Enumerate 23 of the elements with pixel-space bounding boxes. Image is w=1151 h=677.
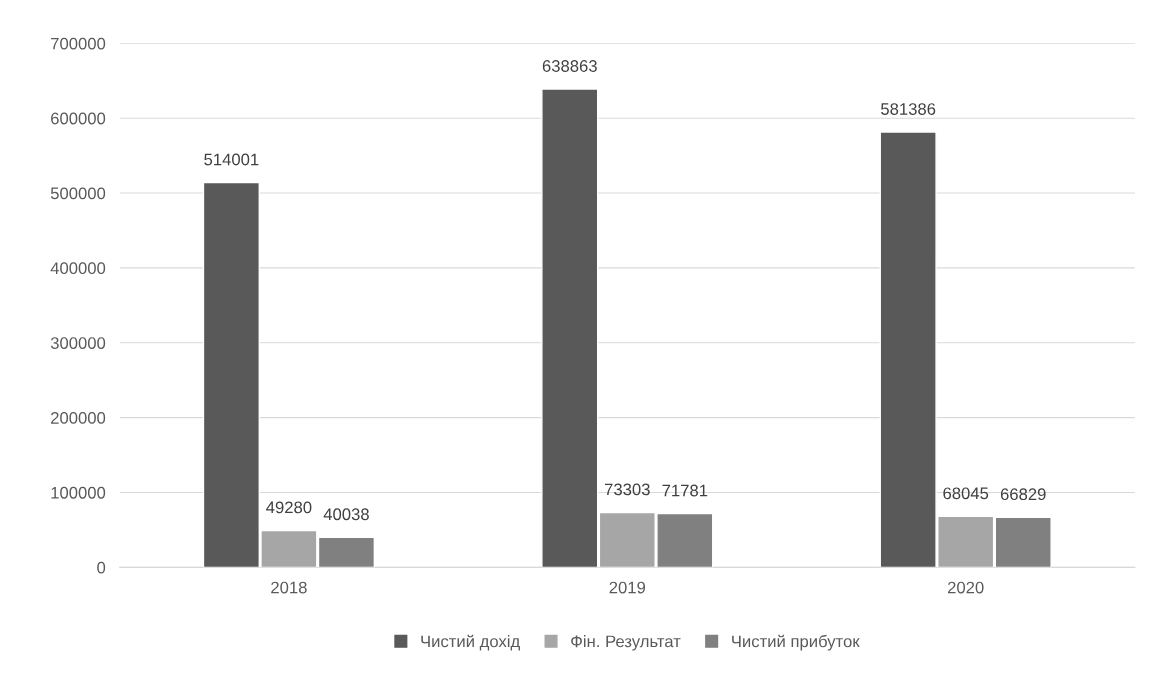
y-tick-label: 200000	[51, 412, 106, 424]
data-label: 514001	[204, 153, 259, 166]
y-tick-label: 300000	[50, 337, 106, 349]
x-tick-label: 2018	[271, 581, 307, 594]
data-label: 66829	[1000, 488, 1046, 501]
y-tick-label: 700000	[51, 37, 106, 50]
y-tick-label: 600000	[51, 112, 106, 125]
data-label: 581386	[881, 103, 936, 115]
x-tick-label: 2019	[609, 581, 646, 594]
data-label: 40038	[323, 508, 369, 521]
y-tick-label: 0	[97, 561, 106, 574]
data-label: 68045	[943, 487, 989, 500]
data-label: 49280	[266, 501, 312, 514]
legend-label: Чистий прибуток	[732, 634, 860, 651]
data-label: 71781	[662, 484, 708, 497]
x-tick-label: 2020	[947, 581, 984, 594]
legend-label: Фін. Результат	[571, 635, 681, 651]
y-tick-label: 500000	[50, 187, 106, 200]
data-label: 73303	[604, 483, 650, 496]
data-label: 638863	[542, 60, 597, 72]
legend-label: Чистий дохід	[421, 634, 520, 651]
y-tick-label: 100000	[51, 486, 106, 499]
y-tick-label: 400000	[50, 262, 106, 275]
